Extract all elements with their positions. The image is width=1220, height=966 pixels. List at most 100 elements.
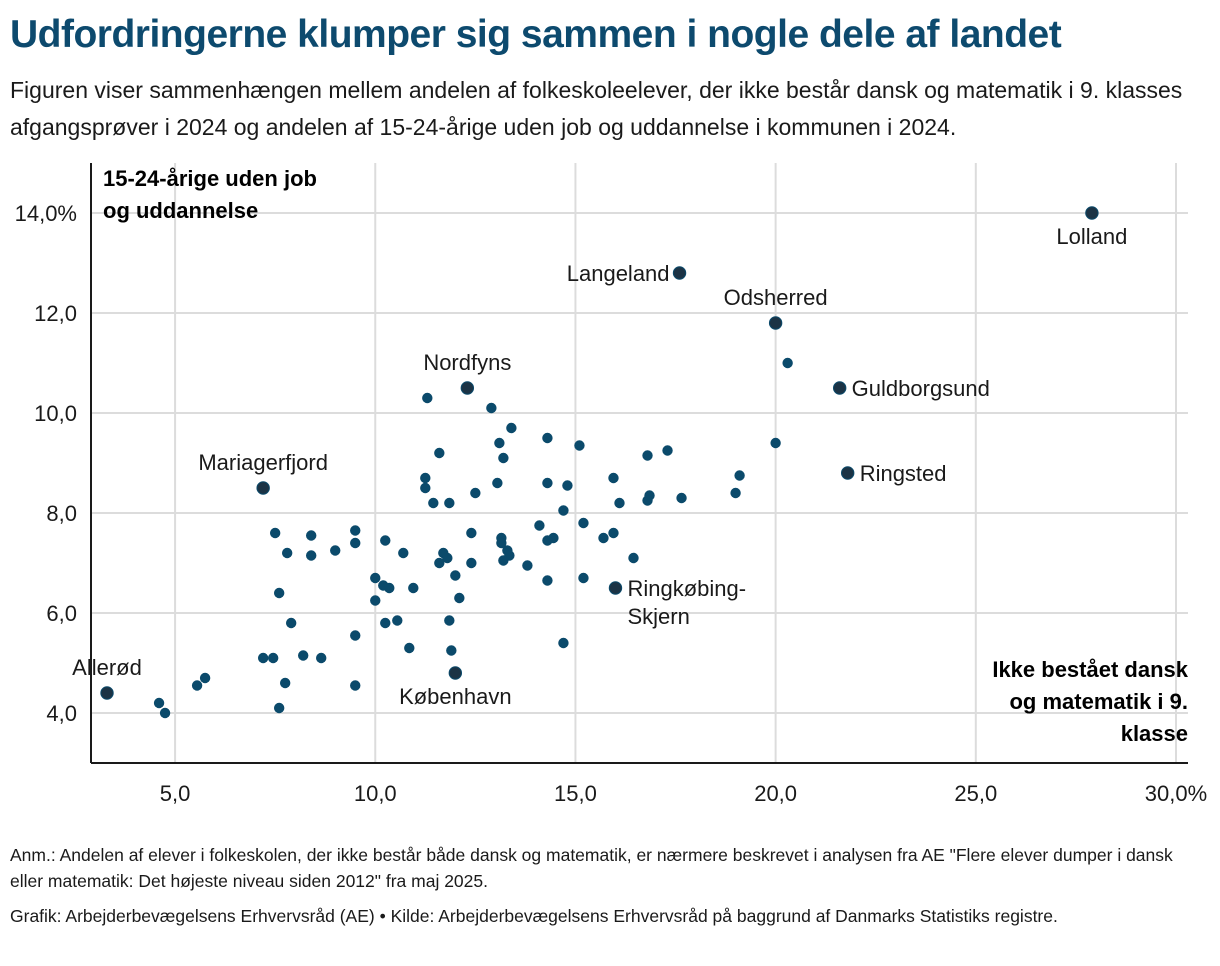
data-point (428, 497, 439, 509)
x-tick-label: 25,0 (954, 781, 997, 806)
data-point (498, 555, 509, 566)
data-point (350, 525, 361, 536)
data-point (191, 680, 203, 691)
point-label: Mariagerfjord (198, 450, 328, 475)
point-label: Skjern (627, 604, 689, 629)
data-point (608, 527, 619, 539)
x-tick-label: 10,0 (354, 781, 397, 806)
data-point (770, 437, 781, 449)
chart-title: Udfordringerne klumper sig sammen i nogl… (10, 13, 1062, 56)
data-point (578, 572, 589, 584)
labeled-data-point (672, 266, 687, 280)
axis-titles: 15-24-årige uden job og uddannelse Ikke be… (103, 166, 1189, 746)
source-note: Grafik: Arbejderbevægelsens Erhvervsråd … (10, 906, 1058, 926)
chart-subtitle: Figuren viser sammenhængen mellem andele… (10, 77, 1183, 140)
data-point (642, 450, 653, 461)
y-axis-title: og uddannelse (103, 198, 258, 223)
data-point (454, 592, 465, 604)
labeled-data-point (100, 686, 114, 700)
data-point (392, 615, 403, 626)
data-point (153, 697, 165, 709)
data-point (281, 547, 293, 559)
data-point (269, 527, 281, 539)
point-label: Odsherred (724, 285, 828, 310)
data-point (384, 582, 395, 594)
data-point (730, 487, 741, 499)
labeled-data-point (608, 581, 623, 595)
labeled-data-point (768, 316, 783, 330)
data-point (542, 432, 553, 444)
y-tick-label: 14,0% (15, 201, 77, 226)
data-point (734, 470, 745, 481)
point-label: Ringsted (860, 461, 947, 486)
data-point (408, 582, 419, 594)
data-point (434, 447, 445, 459)
y-axis-title: 15-24-årige uden job (103, 166, 317, 191)
data-point (422, 392, 433, 404)
labeled-data-point (1085, 206, 1099, 220)
data-point (370, 595, 381, 606)
data-point (444, 615, 455, 626)
labeled-data-point (840, 466, 855, 480)
data-point (492, 477, 503, 489)
x-tick-label: 15,0 (554, 781, 597, 806)
data-point (316, 652, 327, 664)
data-point (350, 680, 361, 691)
x-axis-title: og matematik i 9. (1009, 689, 1188, 714)
labeled-data-point (256, 481, 270, 495)
data-point (662, 445, 673, 456)
labeled-data-point (448, 666, 463, 680)
data-point (496, 537, 507, 549)
data-point (470, 487, 481, 499)
data-point (782, 357, 793, 369)
data-point (446, 645, 457, 656)
data-point (614, 497, 625, 509)
x-axis-title: Ikke bestået dansk (992, 657, 1188, 682)
data-point (558, 505, 569, 516)
data-point (494, 437, 505, 449)
point-label: Ringkøbing- (627, 576, 746, 601)
data-point (442, 552, 453, 564)
point-label: Langeland (567, 261, 670, 286)
data-point (466, 527, 477, 539)
y-tick-label: 8,0 (46, 501, 77, 526)
data-point (380, 617, 391, 629)
data-point (306, 550, 317, 561)
point-label: Lolland (1056, 224, 1127, 249)
data-point (285, 617, 297, 629)
data-point (279, 677, 291, 689)
point-label: Nordfyns (423, 350, 511, 375)
point-label: København (399, 684, 512, 709)
data-point (267, 652, 279, 664)
data-point (330, 545, 341, 556)
data-point (273, 587, 285, 599)
data-point (558, 637, 569, 649)
data-point (398, 547, 409, 559)
x-tick-label: 5,0 (160, 781, 191, 806)
data-point (676, 492, 687, 504)
data-point (450, 570, 461, 581)
y-tick-label: 10,0 (34, 401, 77, 426)
data-point (578, 517, 589, 529)
data-point (466, 557, 477, 569)
footnote: Anm.: Andelen af elever i folkeskolen, d… (10, 845, 1173, 891)
data-point (598, 532, 609, 544)
data-point (534, 520, 545, 531)
data-point (306, 530, 317, 541)
point-label: Allerød (72, 655, 142, 680)
data-point (350, 537, 361, 549)
grid-lines (91, 163, 1188, 763)
point-labels: Lolland Langeland Odsherred Nordfyns Guldbor… (72, 224, 1127, 709)
data-point (420, 472, 431, 484)
y-tick-label: 4,0 (46, 701, 77, 726)
data-point (542, 477, 553, 489)
point-label: Guldborgsund (852, 376, 990, 401)
data-point (350, 630, 361, 641)
labeled-data-point (832, 381, 847, 395)
tick-labels: 5,0 10,0 15,0 20,0 25,0 30,0% 4,0 6,0 8,0 10,0 12,… (15, 201, 1208, 806)
data-point (444, 497, 455, 509)
y-tick-label: 12,0 (34, 301, 77, 326)
x-tick-label: 20,0 (754, 781, 797, 806)
axes (90, 163, 1188, 764)
scatter-chart: 5,0 10,0 15,0 20,0 25,0 30,0% 4,0 6,0 8,0 10,0 12,… (15, 163, 1208, 806)
